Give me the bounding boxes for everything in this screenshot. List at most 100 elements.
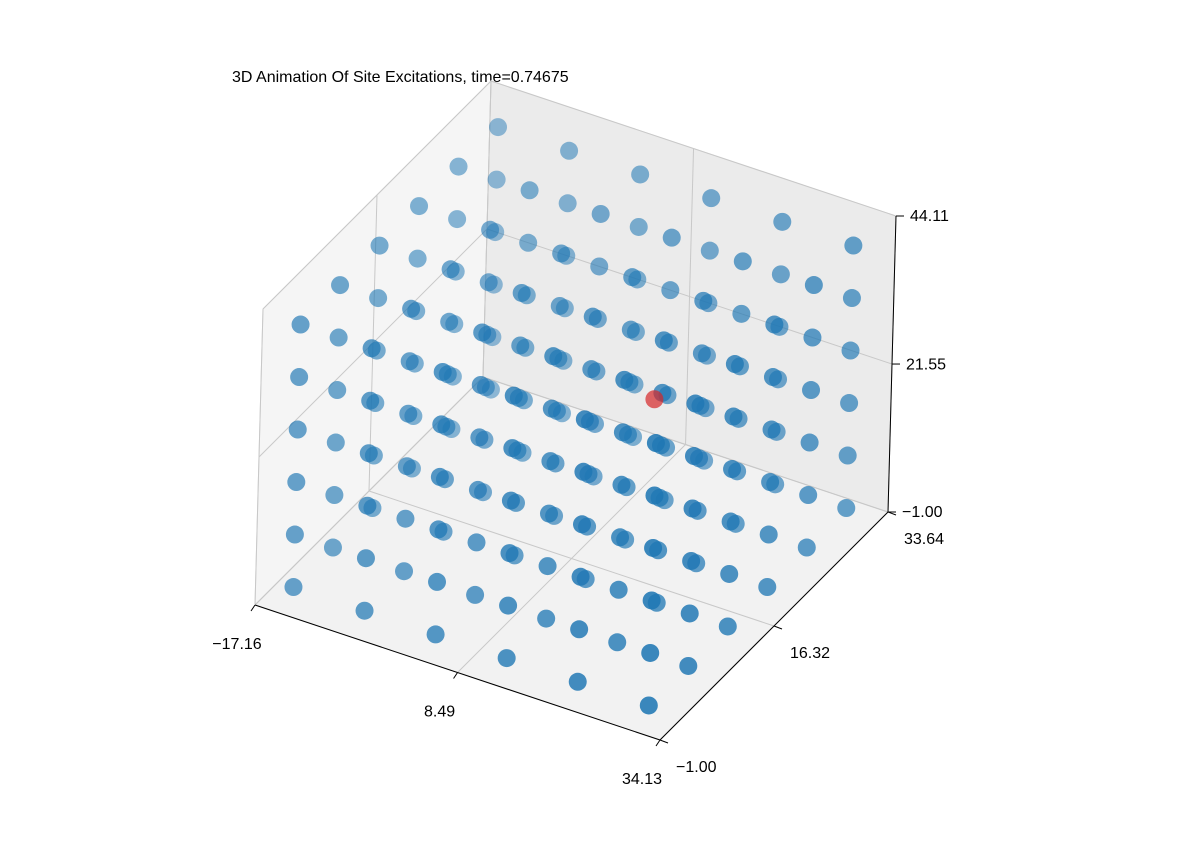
point [761,473,780,492]
point [623,268,642,287]
point [519,233,538,252]
chart-title: 3D Animation Of Site Excitations, time=0… [232,69,569,86]
point [725,355,744,374]
point [287,473,306,492]
point [355,601,374,620]
point [838,446,857,465]
point [370,236,389,255]
point [662,228,681,247]
y-tick-label: −1.00 [676,759,717,776]
point [326,433,345,452]
point [356,549,375,568]
point [539,504,558,523]
point [574,462,593,481]
point [629,217,648,236]
point [501,491,520,510]
point [470,428,489,447]
point [358,496,377,515]
tick-mark [453,672,458,679]
point [568,672,587,691]
point [397,457,416,476]
point [449,157,468,176]
point [291,315,310,334]
point [467,533,486,552]
point [570,620,589,639]
point [773,212,792,231]
point [613,423,632,442]
point [732,304,751,323]
point [512,283,531,302]
point [679,656,698,675]
point [395,562,414,581]
point [448,210,467,229]
point [489,118,508,137]
point [544,347,563,366]
z-tick-label: 44.11 [910,208,949,225]
point [686,394,705,413]
point [591,204,610,223]
point [550,296,569,315]
z-axis [887,215,897,513]
point [400,352,419,371]
point [762,420,781,439]
point [396,509,415,528]
grid-line [254,376,484,606]
point [538,557,557,576]
point [441,260,460,279]
point [558,194,577,213]
x-tick-label: 34.13 [622,771,662,788]
tick-mark [655,739,661,747]
point [541,452,560,471]
point [765,315,784,334]
point [331,276,350,295]
point [288,420,307,439]
point [369,289,388,308]
point [661,281,680,300]
tick-mark [250,604,256,612]
point [359,444,378,463]
point [642,591,661,610]
point [473,323,492,342]
point [641,643,660,662]
grid-line [490,80,897,217]
point [700,241,719,260]
point [497,649,516,668]
point [285,525,304,544]
tick-mark [659,739,669,744]
point [645,390,664,409]
point [552,244,571,263]
point [837,499,856,518]
grid-line [262,80,492,310]
point [542,399,561,418]
point [537,609,556,628]
point [692,344,711,363]
point [621,320,640,339]
y-tick-label: 33.64 [904,531,944,548]
point [682,551,701,570]
point [440,312,459,331]
point [426,625,445,644]
point [763,368,782,387]
z-tick-label: −1.00 [902,504,943,521]
point [499,596,518,615]
point [290,368,309,387]
point [720,564,739,583]
point [683,499,702,518]
point [608,633,627,652]
point [684,447,703,466]
point [560,141,579,160]
point [471,375,490,394]
point [503,439,522,458]
point [582,360,601,379]
point [797,538,816,557]
point [842,289,861,308]
point [733,252,752,271]
point [500,544,519,563]
point [724,407,743,426]
point [612,475,631,494]
point [520,181,539,200]
point [571,567,590,586]
x-tick-label: 8.49 [424,704,455,721]
point [611,528,630,547]
